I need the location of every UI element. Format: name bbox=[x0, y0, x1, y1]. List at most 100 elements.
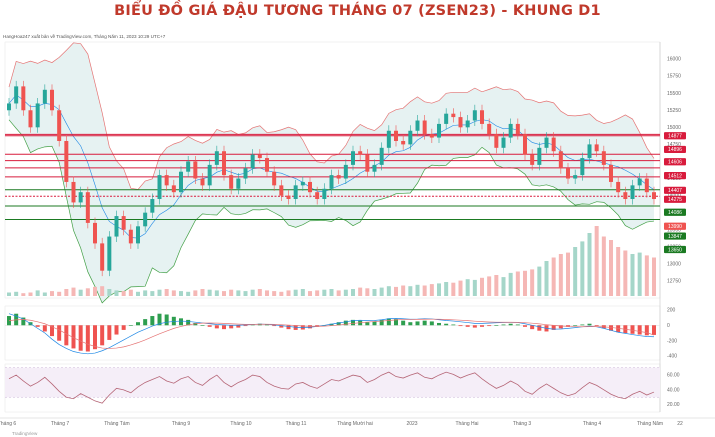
macd-hist-bar bbox=[351, 319, 355, 326]
volume-bar bbox=[415, 284, 420, 296]
macd-hist-bar bbox=[616, 325, 621, 333]
time-axis-tick: Tháng Năm bbox=[637, 421, 663, 427]
macd-hist-bar bbox=[64, 325, 69, 346]
macd-hist-bar bbox=[637, 325, 642, 335]
volume-bar bbox=[401, 285, 406, 296]
macd-hist-bar bbox=[451, 324, 456, 326]
volume-bar bbox=[114, 290, 119, 296]
price-level-label-box bbox=[664, 232, 686, 240]
macd-hist-bar bbox=[379, 319, 384, 326]
candle-body bbox=[329, 175, 334, 189]
candle-body bbox=[28, 110, 33, 128]
candle-body bbox=[515, 123, 520, 135]
volume-bar bbox=[587, 233, 592, 296]
macd-hist-bar bbox=[21, 317, 26, 326]
candle-body bbox=[422, 120, 427, 135]
candle-body bbox=[42, 89, 47, 104]
volume-bar bbox=[429, 284, 434, 296]
volume-bar bbox=[179, 291, 183, 296]
macd-hist-bar bbox=[573, 325, 578, 326]
macd-hist-bar bbox=[293, 325, 298, 330]
volume-bar bbox=[143, 290, 148, 296]
volume-bar bbox=[451, 282, 456, 296]
price-axis-tick: 15250 bbox=[667, 108, 681, 114]
macd-hist-bar bbox=[465, 325, 470, 327]
candle-body bbox=[623, 192, 628, 200]
macd-hist-bar bbox=[250, 324, 255, 326]
volume-bar bbox=[171, 290, 176, 296]
volume-bar bbox=[100, 286, 105, 296]
macd-hist-bar bbox=[107, 325, 112, 340]
macd-hist-bar bbox=[85, 325, 90, 352]
volume-bar bbox=[343, 289, 348, 296]
candle-body bbox=[537, 147, 542, 165]
candle-body bbox=[57, 110, 62, 141]
macd-hist-bar bbox=[186, 319, 191, 326]
macd-axis-tick: 0 bbox=[667, 323, 670, 329]
macd-hist-bar bbox=[408, 322, 413, 326]
candle-body bbox=[121, 216, 126, 230]
volume-bar bbox=[394, 286, 398, 296]
volume-bar bbox=[157, 289, 162, 296]
rsi-axis-tick: 40.00 bbox=[667, 387, 680, 393]
volume-bar bbox=[594, 226, 599, 296]
publisher-note: HangHoa247 xuất bản về TradingView.com, … bbox=[3, 34, 166, 39]
volume-bar bbox=[300, 289, 305, 296]
volume-bar bbox=[128, 289, 133, 296]
macd-hist-bar bbox=[580, 324, 585, 326]
price-axis-tick: 14750 bbox=[667, 142, 681, 148]
volume-bar bbox=[472, 279, 477, 296]
price-level-label: 14512 bbox=[668, 173, 682, 179]
candle-body bbox=[594, 144, 599, 152]
volume-bar bbox=[243, 291, 248, 296]
volume-bar bbox=[315, 290, 320, 296]
candle-body bbox=[64, 140, 69, 182]
macd-hist-bar bbox=[487, 325, 492, 327]
candle-body bbox=[164, 175, 169, 186]
time-axis-tick: Tháng 7 bbox=[51, 421, 70, 427]
price-level-label: 14877 bbox=[668, 134, 682, 140]
macd-hist-bar bbox=[523, 325, 527, 327]
macd-hist-bar bbox=[415, 321, 420, 326]
price-level-label-box bbox=[664, 158, 686, 166]
time-axis-tick: 22 bbox=[677, 421, 683, 427]
volume-bar bbox=[272, 291, 277, 296]
candle-body bbox=[523, 134, 527, 155]
volume-bar bbox=[609, 240, 613, 296]
macd-hist-bar bbox=[515, 324, 520, 326]
volume-bar bbox=[121, 291, 126, 296]
candle-body bbox=[186, 161, 191, 172]
volume-bar bbox=[7, 292, 11, 296]
rsi-line bbox=[8, 371, 655, 404]
volume-bar bbox=[186, 291, 191, 296]
candle-body bbox=[21, 86, 26, 111]
volume-bar bbox=[515, 271, 520, 296]
candle-body bbox=[408, 130, 413, 145]
candle-body bbox=[286, 195, 291, 200]
macd-hist-bar bbox=[207, 325, 212, 327]
price-level-label: 14407 bbox=[668, 188, 682, 194]
candle-body bbox=[609, 164, 613, 182]
candle-body bbox=[214, 151, 219, 165]
volume-bar bbox=[336, 290, 341, 296]
price-axis-tick: 13000 bbox=[667, 261, 681, 267]
candle-body bbox=[315, 192, 320, 200]
candle-body bbox=[415, 120, 420, 131]
macd-hist-bar bbox=[57, 325, 62, 341]
macd-hist-bar bbox=[100, 325, 105, 346]
candle-body bbox=[437, 123, 441, 138]
macd-hist-bar bbox=[128, 325, 133, 326]
candle-body bbox=[265, 158, 269, 172]
candle-body bbox=[243, 168, 248, 179]
volume-bar bbox=[480, 277, 484, 296]
volume-bar bbox=[93, 286, 97, 296]
volume-bar bbox=[637, 252, 642, 296]
macd-hist-bar bbox=[243, 325, 248, 327]
candle-body bbox=[487, 123, 492, 135]
macd-hist-bar bbox=[272, 325, 277, 327]
rsi-band-fill bbox=[5, 367, 660, 398]
volume-bar bbox=[329, 289, 334, 296]
time-axis-tick: Tháng Mười hai bbox=[337, 421, 373, 427]
candle-body bbox=[530, 154, 535, 165]
candle-body bbox=[358, 151, 363, 155]
